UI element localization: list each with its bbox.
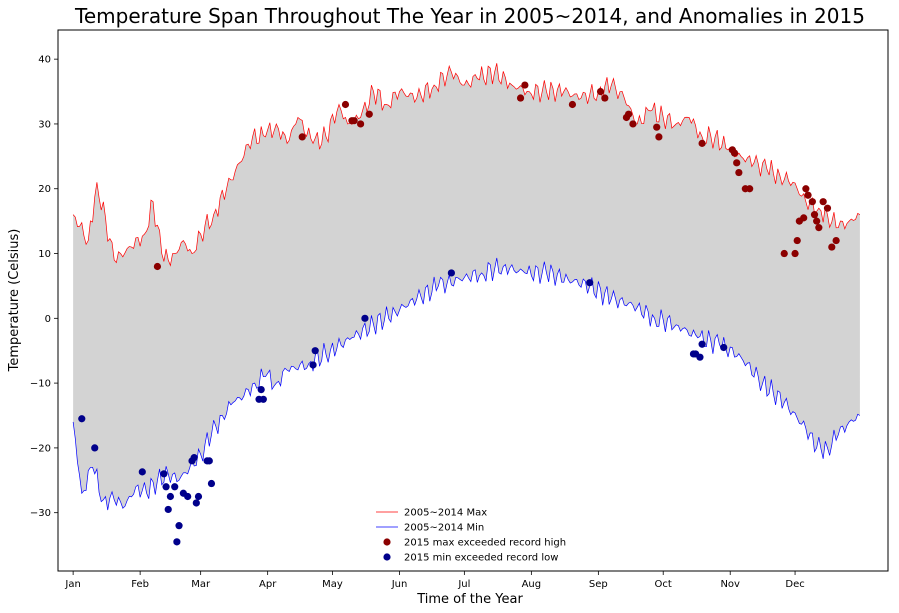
chart-title: Temperature Span Throughout The Year in … bbox=[74, 4, 865, 28]
record-high-point bbox=[596, 87, 605, 96]
record-high-point bbox=[808, 198, 816, 206]
record-high-point bbox=[655, 133, 663, 141]
record-low-point bbox=[309, 361, 317, 369]
legend-dot-swatch bbox=[383, 538, 391, 546]
y-tick-label: 0 bbox=[45, 314, 51, 325]
plot-area bbox=[72, 63, 861, 546]
record-low-point bbox=[259, 395, 267, 403]
y-tick-label: −20 bbox=[30, 443, 51, 454]
x-tick-label: Nov bbox=[720, 579, 740, 590]
legend-label: 2015 min exceeded record low bbox=[404, 553, 558, 564]
record-low-point bbox=[190, 454, 198, 462]
record-high-point bbox=[735, 168, 743, 177]
record-low-point bbox=[173, 538, 181, 546]
record-low-point bbox=[175, 522, 183, 530]
record-high-point bbox=[800, 214, 808, 222]
record-high-point bbox=[357, 120, 365, 128]
legend-label: 2005~2014 Min bbox=[404, 523, 484, 534]
y-tick-label: 10 bbox=[38, 249, 51, 260]
x-axis: Jan Feb Mar Apr May Jun Jul Aug Sep Oct Nov Dec bbox=[64, 571, 805, 590]
y-tick-label: 40 bbox=[38, 55, 51, 66]
record-low-point bbox=[447, 269, 455, 277]
record-low-point bbox=[91, 444, 99, 452]
record-low-point bbox=[698, 340, 706, 348]
record-low-point bbox=[361, 314, 369, 322]
temperature-span-band bbox=[73, 63, 860, 511]
record-low-point bbox=[192, 499, 200, 507]
record-low-point bbox=[205, 457, 213, 465]
record-high-point bbox=[698, 139, 706, 147]
record-high-point bbox=[733, 159, 741, 167]
record-high-point bbox=[804, 191, 812, 199]
record-high-point bbox=[516, 94, 525, 102]
x-tick-label: May bbox=[322, 579, 343, 590]
record-high-point bbox=[625, 110, 633, 118]
plot-frame bbox=[57, 29, 889, 572]
record-high-point bbox=[791, 249, 799, 258]
y-tick-label: −10 bbox=[30, 379, 51, 390]
record-high-point bbox=[568, 100, 577, 109]
y-tick-label: 20 bbox=[38, 184, 51, 195]
record-high-point bbox=[832, 236, 840, 245]
x-tick-label: Sep bbox=[589, 579, 608, 590]
record-high-point bbox=[780, 249, 788, 258]
record-low-point bbox=[194, 492, 203, 501]
legend-label: 2015 max exceeded record high bbox=[404, 538, 566, 549]
record-high-point bbox=[298, 133, 306, 141]
legend: 2005~2014 Max 2005~2014 Min 2015 max excee… bbox=[376, 508, 566, 564]
record-high-point bbox=[365, 110, 373, 118]
x-tick-label: Jan bbox=[64, 579, 80, 590]
record-high-point bbox=[730, 149, 739, 157]
record-high-point bbox=[153, 262, 162, 271]
x-axis-label: Time of the Year bbox=[416, 592, 523, 607]
x-tick-label: Jul bbox=[457, 579, 470, 590]
record-high-point bbox=[802, 185, 810, 193]
record-low-point bbox=[162, 483, 170, 491]
record-high-point bbox=[601, 94, 609, 102]
record-high-point bbox=[341, 100, 350, 109]
record-high-point bbox=[653, 123, 661, 131]
record-low-point bbox=[164, 505, 172, 514]
record-high-point bbox=[793, 236, 801, 245]
record-low-point bbox=[160, 470, 168, 478]
y-tick-label: −30 bbox=[30, 508, 51, 519]
legend-dot-swatch bbox=[383, 553, 391, 561]
record-high-point bbox=[815, 224, 823, 232]
y-tick-label: 30 bbox=[38, 119, 51, 130]
y-axis-label: Temperature (Celsius) bbox=[7, 229, 22, 373]
x-tick-label: Apr bbox=[259, 579, 277, 590]
record-low-point bbox=[720, 343, 728, 352]
x-tick-label: Mar bbox=[191, 579, 211, 590]
record-low-point bbox=[207, 479, 216, 488]
x-tick-label: Jun bbox=[391, 579, 408, 590]
record-high-point bbox=[629, 120, 637, 128]
record-low-point bbox=[184, 492, 192, 501]
y-axis: −30 −20 −10 0 10 20 30 40 bbox=[30, 55, 58, 519]
legend-label: 2005~2014 Max bbox=[404, 508, 487, 519]
record-low-point bbox=[138, 468, 146, 476]
min-temperature-line bbox=[72, 257, 861, 511]
record-high-point bbox=[823, 204, 832, 212]
record-high-point bbox=[350, 117, 358, 125]
record-low-point bbox=[166, 492, 174, 501]
record-high-point bbox=[828, 243, 836, 251]
record-low-point bbox=[171, 483, 179, 491]
record-low-point bbox=[586, 279, 594, 287]
x-tick-label: Feb bbox=[131, 579, 149, 590]
x-tick-label: Dec bbox=[785, 579, 804, 590]
record-high-point bbox=[521, 81, 529, 89]
record-high-point bbox=[813, 217, 821, 225]
max-temperature-line bbox=[72, 63, 861, 267]
record-low-point bbox=[78, 415, 86, 423]
record-high-point bbox=[746, 185, 754, 193]
record-low-point bbox=[257, 385, 265, 394]
record-low-point bbox=[696, 353, 704, 361]
record-high-point bbox=[810, 211, 819, 219]
x-tick-label: Aug bbox=[522, 579, 542, 590]
record-low-point bbox=[311, 347, 319, 355]
x-tick-label: Oct bbox=[655, 579, 672, 590]
record-high-point bbox=[819, 198, 827, 206]
